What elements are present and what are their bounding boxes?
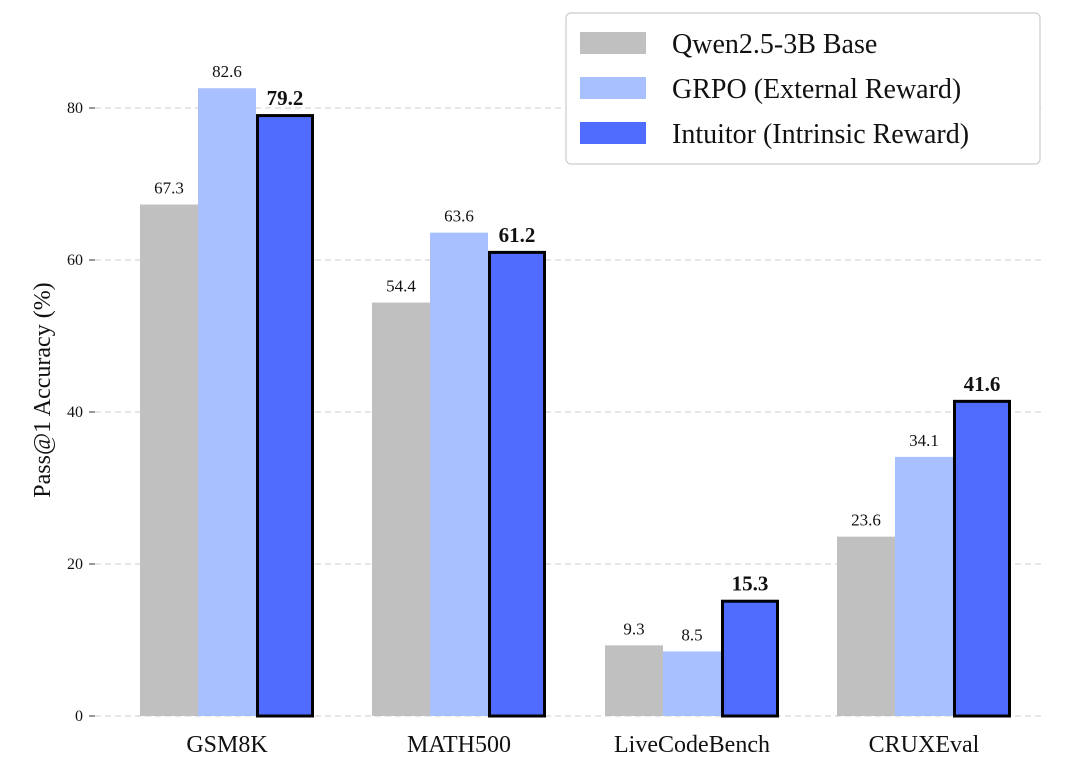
legend-swatch — [580, 122, 646, 144]
bar — [198, 88, 256, 717]
bar-value-label: 15.3 — [732, 572, 769, 596]
bar — [605, 645, 663, 716]
bar-value-label: 61.2 — [499, 223, 536, 247]
legend-entry: GRPO (External Reward) — [672, 74, 961, 105]
bar-value-label: 82.6 — [212, 62, 242, 81]
x-tick-label: CRUXEval — [869, 732, 980, 758]
bar — [256, 114, 314, 718]
bar-value-label: 67.3 — [154, 179, 184, 198]
x-tick-label: LiveCodeBench — [614, 732, 770, 758]
legend-swatch — [580, 32, 646, 54]
bar-value-label: 54.4 — [386, 277, 416, 296]
bar-value-label: 79.2 — [267, 86, 304, 110]
bar-value-label: 41.6 — [964, 372, 1001, 396]
bar-value-label: 63.6 — [444, 207, 474, 226]
bar — [430, 232, 488, 716]
bar — [663, 651, 721, 716]
bar — [140, 204, 198, 716]
bar-value-label: 34.1 — [909, 431, 939, 450]
x-tick-label: GSM8K — [186, 732, 268, 758]
bar — [721, 599, 779, 718]
bars: 67.3 54.4 9.3 23.6 82.6 63.6 8.5 34.1 79.2 61.2 15… — [140, 62, 1011, 718]
legend-swatch — [580, 77, 646, 99]
y-tick-label: 20 — [67, 556, 83, 573]
axes: 0 20 40 60 80 GSM8K MATH500 LiveCodeBench CRUXEv… — [67, 100, 980, 758]
y-axis-label: Pass@1 Accuracy (%) — [30, 282, 56, 497]
y-tick-label: 80 — [67, 100, 83, 117]
legend-entry: Qwen2.5-3B Base — [672, 29, 877, 60]
bar-value-label: 8.5 — [681, 625, 702, 644]
legend: Qwen2.5-3B Base GRPO (External Reward) Int… — [565, 12, 1041, 165]
x-tick-label: MATH500 — [407, 732, 511, 758]
bar — [372, 302, 430, 716]
bar — [837, 536, 895, 716]
legend-box — [565, 12, 1041, 165]
legend-entry: Intuitor (Intrinsic Reward) — [672, 119, 969, 150]
bar-value-label: 23.6 — [851, 511, 881, 530]
bar-value-label: 9.3 — [623, 619, 644, 638]
y-tick-label: 60 — [67, 252, 83, 269]
bar — [953, 399, 1011, 718]
y-tick-label: 0 — [75, 708, 83, 725]
y-tick-label: 40 — [67, 404, 83, 421]
bar — [488, 250, 546, 718]
bar — [895, 456, 953, 716]
